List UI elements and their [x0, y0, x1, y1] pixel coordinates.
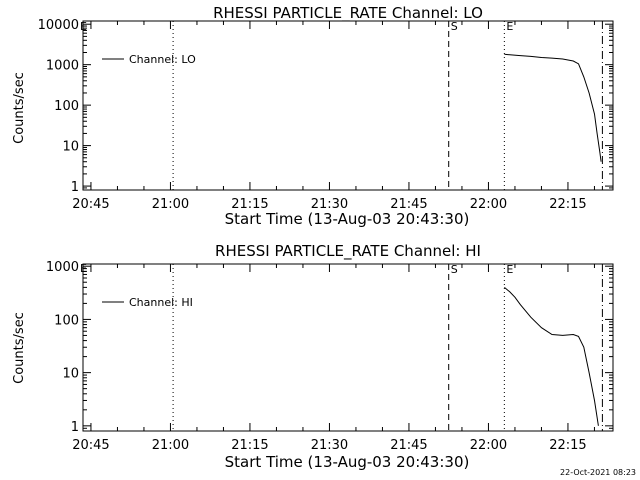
panel-hi-xlabel: Start Time (13-Aug-03 20:43:30): [225, 453, 470, 471]
p1-xtick-label: 21:00: [152, 438, 189, 453]
p0-ytick-label: 100: [54, 99, 79, 114]
panel-lo-title: RHESSI PARTICLE_RATE Channel: LO: [213, 4, 483, 23]
p1-legend-label: Channel: HI: [129, 296, 193, 309]
p1-marker-label-2: E: [506, 263, 513, 276]
p0-marker-label-1: S: [451, 20, 458, 33]
p0-xtick-label: 22:15: [549, 197, 586, 212]
p0-legend-label: Channel: LO: [129, 53, 196, 66]
footer-timestamp: 22-Oct-2021 08:23: [560, 468, 636, 477]
panel-hi-title: RHESSI PARTICLE_RATE Channel: HI: [215, 242, 481, 261]
p1-marker-label-1: S: [451, 263, 458, 276]
panel-hi: RHESSI PARTICLE_RATE Channel: HI Counts/…: [12, 242, 614, 471]
p0-xtick-label: 21:00: [152, 197, 189, 212]
p0-xtick-label: 21:15: [231, 197, 268, 212]
panel-lo-ylabel: Counts/sec: [12, 72, 27, 144]
p0-series-line-0: [504, 53, 602, 162]
p1-xtick-label: 21:15: [231, 438, 268, 453]
p1-ytick-label: 100: [54, 313, 79, 328]
p0-ytick-label: 1: [71, 180, 79, 195]
p1-xtick-label: 22:00: [470, 438, 507, 453]
p0-ytick-label: 10: [62, 140, 79, 155]
p1-xtick-label: 21:45: [390, 438, 427, 453]
p0-marker-label-2: E: [506, 20, 513, 33]
p0-xtick-label: 20:45: [72, 197, 109, 212]
panel-lo: RHESSI PARTICLE_RATE Channel: LO Counts/…: [12, 4, 614, 228]
p1-series-line-0: [504, 287, 599, 426]
p0-ytick-label: 10000: [38, 18, 79, 33]
panel-lo-xlabel: Start Time (13-Aug-03 20:43:30): [225, 210, 470, 228]
p1-xtick-label: 22:15: [549, 438, 586, 453]
p1-xtick-label: 20:45: [72, 438, 109, 453]
p0-xtick-label: 21:45: [390, 197, 427, 212]
p1-xtick-label: 21:30: [311, 438, 348, 453]
panel-hi-ylabel: Counts/sec: [12, 312, 27, 384]
p1-ytick-label: 1000: [46, 260, 79, 275]
p0-ytick-label: 1000: [46, 59, 79, 74]
p1-ytick-label: 10: [62, 367, 79, 382]
p1-ytick-label: 1: [71, 420, 79, 435]
p0-xtick-label: 21:30: [311, 197, 348, 212]
p0-xtick-label: 22:00: [470, 197, 507, 212]
